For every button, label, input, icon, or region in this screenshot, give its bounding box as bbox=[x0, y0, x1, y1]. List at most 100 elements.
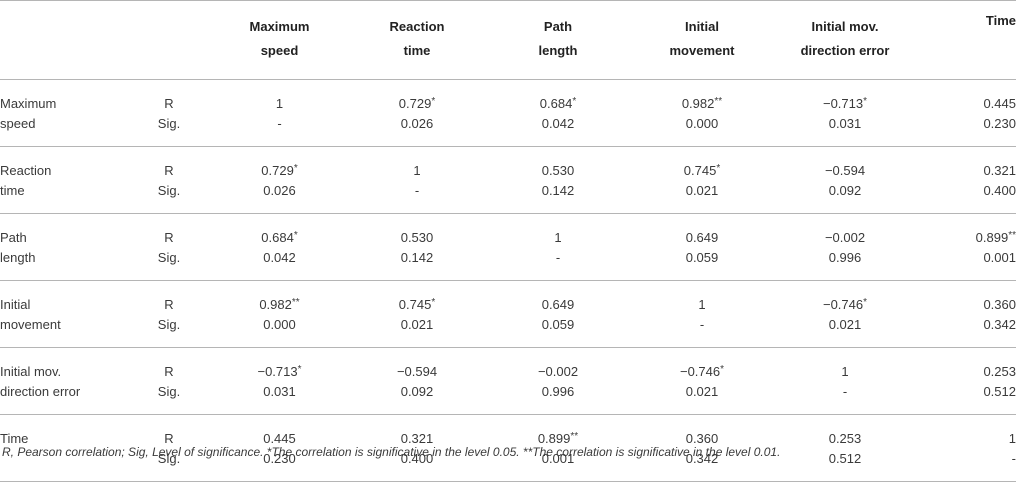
significance-cell: 0.342 bbox=[914, 314, 1016, 348]
significance-cell: - bbox=[776, 381, 914, 415]
correlation-cell: −0.594 bbox=[776, 147, 914, 181]
correlation-value: 0.321 bbox=[983, 163, 1016, 178]
correlation-cell: 0.745* bbox=[346, 281, 488, 315]
significance-cell: 0.021 bbox=[628, 180, 776, 214]
correlation-value: 0.899 bbox=[537, 431, 571, 446]
correlation-value: 0.530 bbox=[541, 163, 575, 178]
header-empty-variable bbox=[0, 0, 125, 80]
column-header-line: direction error bbox=[800, 43, 890, 58]
significance-cell: 0.230 bbox=[914, 113, 1016, 147]
stat-label: R bbox=[164, 364, 174, 379]
correlation-cell: 0.649 bbox=[488, 281, 628, 315]
stat-label: Sig. bbox=[125, 314, 213, 348]
correlation-value: −0.746 bbox=[822, 297, 864, 312]
significance-cell: - bbox=[346, 180, 488, 214]
significance-cell: 0.000 bbox=[213, 314, 346, 348]
correlation-value: 1 bbox=[841, 364, 849, 379]
row-label-line: Time bbox=[0, 431, 29, 446]
correlation-cell: 0.530 bbox=[488, 147, 628, 181]
column-header-line: Reaction bbox=[389, 19, 445, 34]
correlation-value: 0.360 bbox=[983, 297, 1016, 312]
row-label-line: direction error bbox=[0, 381, 125, 415]
correlation-cell: 1 bbox=[914, 415, 1016, 449]
table-row: speed Sig. -0.026 0.042 0.000 0.031 0.230 bbox=[0, 113, 1016, 147]
significance-cell: - bbox=[914, 448, 1016, 482]
significance-marker: * bbox=[863, 297, 868, 308]
column-header: Initial movement bbox=[628, 0, 776, 80]
correlation-cell: 0.253 bbox=[914, 348, 1016, 382]
column-header-line: speed bbox=[260, 43, 299, 58]
correlation-value: 0.445 bbox=[983, 96, 1016, 111]
column-header: Initial mov. direction error bbox=[776, 0, 914, 80]
correlation-value: 1 bbox=[275, 96, 284, 111]
significance-cell: 0.142 bbox=[346, 247, 488, 281]
significance-cell: 0.042 bbox=[213, 247, 346, 281]
correlation-value: 1 bbox=[698, 297, 706, 312]
correlation-value: 0.729 bbox=[261, 163, 294, 178]
correlation-cell: 1 bbox=[488, 214, 628, 248]
row-label-line: Initial mov. bbox=[0, 364, 62, 379]
row-label-line: movement bbox=[0, 314, 125, 348]
stat-label: R bbox=[164, 163, 174, 178]
correlation-cell: 0.530 bbox=[346, 214, 488, 248]
row-label-line: Maximum bbox=[0, 96, 57, 111]
significance-cell: 0.000 bbox=[628, 113, 776, 147]
correlation-value: 0.649 bbox=[685, 230, 719, 245]
significance-marker: * bbox=[431, 96, 436, 107]
correlation-value: 0.360 bbox=[685, 431, 719, 446]
correlation-value: 0.445 bbox=[263, 431, 296, 446]
column-header-line: Initial mov. bbox=[811, 19, 879, 34]
column-header: Path length bbox=[488, 0, 628, 80]
table-row: Reaction R 0.729* 1 0.530 0.745* −0.594 0.321 bbox=[0, 147, 1016, 181]
significance-cell: 0.031 bbox=[213, 381, 346, 415]
header-empty-stat bbox=[125, 0, 213, 80]
significance-cell: 0.026 bbox=[213, 180, 346, 214]
row-label-line: time bbox=[0, 180, 125, 214]
column-header-line: Path bbox=[543, 19, 573, 34]
table-row: time Sig. 0.026-0.142 0.021 0.092 0.400 bbox=[0, 180, 1016, 214]
row-label-line: Initial bbox=[0, 297, 31, 312]
significance-cell: 0.059 bbox=[488, 314, 628, 348]
significance-marker: * bbox=[572, 96, 577, 107]
table-row: direction error Sig. 0.031 0.092 0.996 0.021-… bbox=[0, 381, 1016, 415]
correlation-cell: −0.713* bbox=[213, 348, 346, 382]
stat-label: Sig. bbox=[125, 247, 213, 281]
column-header-line: Time bbox=[985, 13, 1016, 28]
correlation-cell: 0.445 bbox=[914, 80, 1016, 114]
significance-marker: * bbox=[293, 230, 298, 241]
correlation-cell: −0.713* bbox=[776, 80, 914, 114]
significance-cell: 0.021 bbox=[346, 314, 488, 348]
column-header-line: Initial bbox=[685, 19, 719, 34]
correlation-cell: 0.360 bbox=[914, 281, 1016, 315]
table-row: Time R 0.445 0.321 0.899** 0.360 0.253 1 bbox=[0, 415, 1016, 449]
header-row: Maximum speed Reaction time Path length … bbox=[0, 0, 1016, 80]
correlation-value: −0.746 bbox=[679, 364, 721, 379]
significance-cell: 0.996 bbox=[776, 247, 914, 281]
correlation-cell: −0.746* bbox=[776, 281, 914, 315]
row-label-line: Reaction bbox=[0, 163, 52, 178]
significance-cell: 0.021 bbox=[628, 381, 776, 415]
correlation-cell: 0.729* bbox=[346, 80, 488, 114]
significance-marker: * bbox=[297, 364, 302, 375]
significance-marker: ** bbox=[714, 96, 723, 107]
correlation-cell: −0.746* bbox=[628, 348, 776, 382]
significance-cell: 0.142 bbox=[488, 180, 628, 214]
significance-cell: - bbox=[213, 113, 346, 147]
correlation-cell: 1 bbox=[776, 348, 914, 382]
correlation-cell: −0.594 bbox=[346, 348, 488, 382]
correlation-cell: 0.321 bbox=[914, 147, 1016, 181]
correlation-value: −0.713 bbox=[257, 364, 298, 379]
stat-label: R bbox=[164, 297, 174, 312]
significance-marker: * bbox=[716, 163, 721, 174]
significance-cell: 0.400 bbox=[914, 180, 1016, 214]
correlation-cell: 0.899** bbox=[488, 415, 628, 449]
correlation-cell: 0.649 bbox=[628, 214, 776, 248]
significance-marker: ** bbox=[570, 431, 579, 442]
stat-label: R bbox=[164, 96, 174, 111]
row-label-line: speed bbox=[0, 113, 125, 147]
significance-marker: * bbox=[293, 163, 298, 174]
correlation-cell: 0.982** bbox=[628, 80, 776, 114]
table-footnote: R, Pearson correlation; Sig, Level of si… bbox=[2, 445, 781, 459]
correlation-cell: 0.360 bbox=[628, 415, 776, 449]
stat-label: R bbox=[164, 230, 174, 245]
